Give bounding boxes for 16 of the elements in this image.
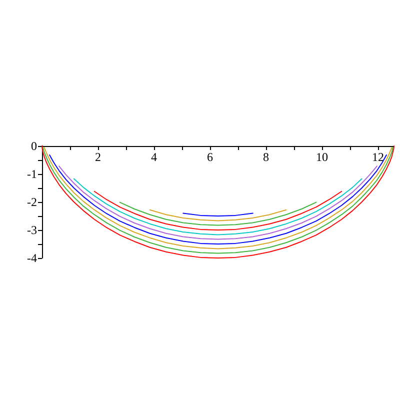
y-tick-label: -3: [27, 223, 37, 237]
x-tick-label: 6: [207, 150, 214, 164]
line-series: [94, 190, 342, 230]
x-tick-label: 12: [372, 150, 384, 164]
x-tick-label: 10: [316, 150, 328, 164]
x-tick-label: 2: [95, 150, 102, 164]
y-tick-label: -4: [27, 251, 37, 265]
y-tick-label: -1: [27, 167, 37, 181]
y-tick-label: -2: [27, 195, 37, 209]
line-series: [149, 209, 287, 222]
x-tick-label: 4: [151, 150, 158, 164]
line-series: [58, 166, 378, 240]
line-series: [119, 202, 317, 226]
x-tick-label: 8: [263, 150, 270, 164]
line-series: [73, 178, 362, 236]
y-tick-label: 0: [31, 139, 37, 153]
